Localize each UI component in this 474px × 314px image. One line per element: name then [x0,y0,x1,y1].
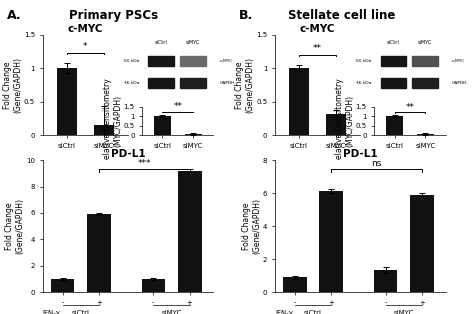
Text: ***: *** [137,159,151,168]
Bar [94,125,114,135]
Text: siCtrl: siCtrl [155,40,167,45]
Bar [374,270,398,292]
Y-axis label: Relative Densitometry
(MYC/GAPDH): Relative Densitometry (MYC/GAPDH) [103,78,122,164]
Text: Primary PSCs: Primary PSCs [69,9,158,22]
Text: 36 kDa: 36 kDa [356,81,372,85]
Bar [185,134,202,135]
Bar [148,78,174,88]
Title: c-MYC: c-MYC [68,24,103,34]
Text: IFN-γ: IFN-γ [275,311,293,314]
Bar [142,279,165,292]
Text: B.: B. [239,9,254,22]
Bar [410,195,434,292]
Title: c-MYC: c-MYC [300,24,335,34]
Bar [148,56,174,66]
Text: c-MYC: c-MYC [219,59,233,63]
Bar [381,78,406,88]
Bar [381,56,406,66]
Text: GAPDH: GAPDH [452,81,467,85]
Text: siMYC: siMYC [162,311,182,314]
Text: **: ** [406,103,414,112]
Y-axis label: Relative Densitometry
(MYC/GAPDH): Relative Densitometry (MYC/GAPDH) [335,78,354,164]
Bar [417,134,434,135]
Y-axis label: Fold Change
(Gene/GAPDH): Fold Change (Gene/GAPDH) [236,57,255,113]
Text: siCtrl: siCtrl [72,311,90,314]
Text: 60 kDa: 60 kDa [356,59,372,63]
Y-axis label: Fold Change
(Gene/GAPDH): Fold Change (Gene/GAPDH) [242,198,261,254]
Bar [289,68,309,135]
Bar [180,56,206,66]
Bar [412,78,438,88]
Text: 60 kDa: 60 kDa [124,59,139,63]
Text: siMYC: siMYC [394,311,414,314]
Text: GAPDH: GAPDH [219,81,235,85]
Text: c-MYC: c-MYC [452,59,465,63]
Text: **: ** [313,44,322,53]
Y-axis label: Fold Change
(Gene/GAPDH): Fold Change (Gene/GAPDH) [5,198,25,254]
Bar [412,56,438,66]
Title: PD-L1: PD-L1 [110,149,146,160]
Bar [154,116,171,135]
Text: IFN-γ: IFN-γ [43,311,61,314]
Y-axis label: Fold Change
(Gene/GAPDH): Fold Change (Gene/GAPDH) [3,57,22,113]
Text: Stellate cell line: Stellate cell line [288,9,395,22]
Bar [283,277,307,292]
Bar [56,68,77,135]
Text: siCtrl: siCtrl [304,311,322,314]
Title: PD-L1: PD-L1 [343,149,378,160]
Text: ns: ns [372,159,382,168]
Text: A.: A. [7,9,22,22]
Text: siCtrl: siCtrl [387,40,400,45]
Bar [51,279,74,292]
Text: siMYC: siMYC [418,40,432,45]
Text: siMYC: siMYC [186,40,200,45]
Bar [180,78,206,88]
Bar [87,214,111,292]
Bar [178,171,201,292]
Bar [386,116,403,135]
Text: 36 kDa: 36 kDa [124,81,139,85]
Text: **: ** [173,102,182,111]
Bar [326,114,346,135]
Bar [319,192,343,292]
Text: *: * [83,42,88,51]
